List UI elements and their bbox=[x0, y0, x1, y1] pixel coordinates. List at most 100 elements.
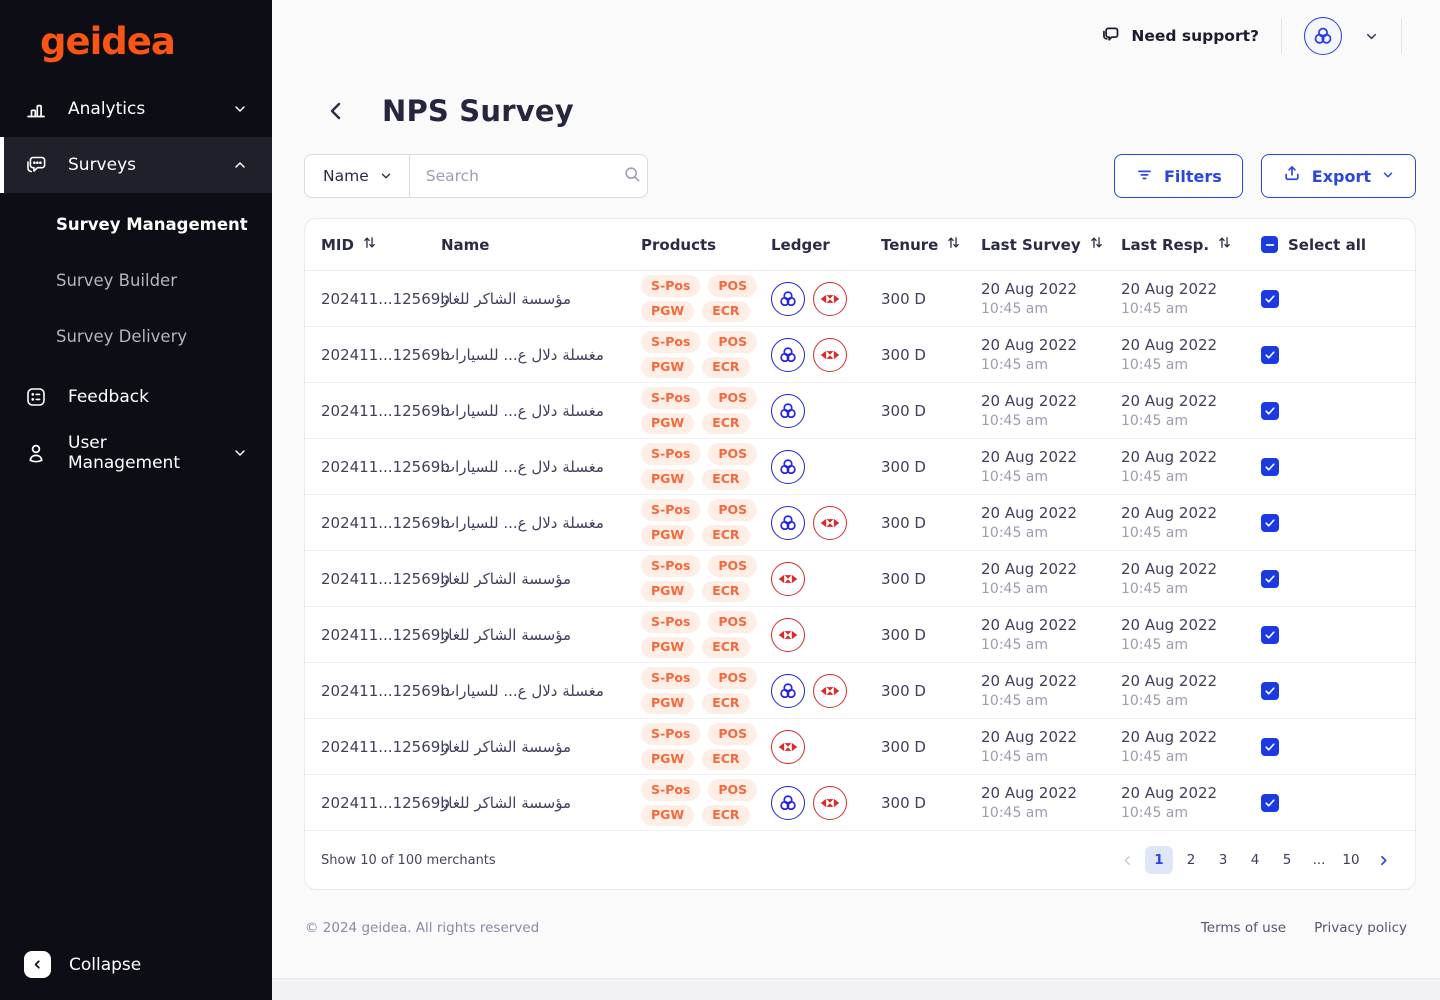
merchant-ledger bbox=[771, 505, 881, 540]
sidebar-item-analytics[interactable]: Analytics bbox=[0, 81, 272, 137]
last-resp-cell: 20 Aug 2022 10:45 am bbox=[1121, 504, 1218, 541]
select-all-checkbox[interactable] bbox=[1261, 236, 1278, 253]
merchant-mid: 202411...12569b bbox=[321, 345, 450, 364]
chevron-left-icon bbox=[24, 951, 51, 978]
product-tag: ECR bbox=[702, 804, 750, 826]
account-avatar[interactable] bbox=[1304, 17, 1342, 55]
table-row[interactable]: 202411...12569b مؤسسة الشاكر للغاز S-Pos… bbox=[305, 607, 1415, 663]
chevron-down-icon bbox=[232, 101, 248, 117]
row-checkbox[interactable] bbox=[1261, 457, 1279, 476]
row-checkbox[interactable] bbox=[1261, 681, 1279, 700]
search-field-value: Name bbox=[323, 167, 369, 185]
checklist-icon bbox=[24, 385, 48, 409]
row-checkbox[interactable] bbox=[1261, 401, 1279, 420]
search-combo: Name bbox=[304, 154, 648, 198]
last-resp-cell: 20 Aug 2022 10:45 am bbox=[1121, 784, 1218, 821]
page-button-4[interactable]: 4 bbox=[1250, 852, 1260, 868]
product-tag: PGW bbox=[641, 356, 695, 378]
sidebar-item-surveys[interactable]: Surveys bbox=[0, 136, 272, 193]
row-checkbox[interactable] bbox=[1261, 793, 1279, 812]
sidebar-item-survey-builder[interactable]: Survey Builder bbox=[56, 271, 177, 291]
export-button[interactable]: Export bbox=[1260, 154, 1416, 198]
row-checkbox[interactable] bbox=[1261, 345, 1279, 364]
sort-icon bbox=[362, 235, 377, 254]
column-header-last-survey[interactable]: Last Survey bbox=[981, 235, 1121, 254]
page-button-2[interactable]: 2 bbox=[1186, 852, 1196, 868]
merchant-mid: 202411...12569b bbox=[321, 793, 450, 812]
product-tag: ECR bbox=[702, 468, 750, 490]
need-support-link[interactable]: Need support? bbox=[1100, 24, 1259, 49]
sidebar-item-survey-delivery[interactable]: Survey Delivery bbox=[56, 327, 188, 347]
next-page-button[interactable] bbox=[1369, 846, 1397, 874]
support-label: Need support? bbox=[1131, 27, 1259, 45]
row-checkbox[interactable] bbox=[1261, 513, 1279, 532]
search-field-selector[interactable]: Name bbox=[305, 155, 410, 197]
row-select-cell bbox=[1261, 401, 1399, 420]
hsbc-ledger-icon bbox=[771, 561, 805, 596]
sidebar-item-user-management[interactable]: User Management bbox=[0, 425, 272, 481]
table-row[interactable]: 202411...12569b مغسلة دلال ع... للسيارات… bbox=[305, 663, 1415, 719]
last-survey-cell: 20 Aug 2022 10:45 am bbox=[981, 616, 1078, 653]
product-tag: S-Pos bbox=[641, 275, 701, 297]
back-button[interactable] bbox=[324, 99, 348, 123]
merchants-table: MID Name Products Ledger Tenure Last Sur… bbox=[304, 218, 1416, 890]
table-row[interactable]: 202411...12569b مغسلة دلال ع... للسيارات… bbox=[305, 439, 1415, 495]
privacy-policy-link[interactable]: Privacy policy bbox=[1314, 920, 1407, 936]
table-row[interactable]: 202411...12569b مؤسسة الشاكر للغاز S-Pos… bbox=[305, 271, 1415, 327]
page-button-5[interactable]: 5 bbox=[1282, 852, 1292, 868]
merchant-name: مؤسسة الشاكر للغاز bbox=[441, 737, 572, 756]
merchant-tenure: 300 D bbox=[881, 513, 926, 532]
page-title: NPS Survey bbox=[382, 94, 574, 128]
sidebar-item-feedback[interactable]: Feedback bbox=[0, 369, 272, 425]
product-tag: PGW bbox=[641, 804, 695, 826]
bar-chart-icon bbox=[24, 97, 48, 121]
product-tag: PGW bbox=[641, 412, 695, 434]
last-survey-cell: 20 Aug 2022 10:45 am bbox=[981, 280, 1078, 317]
title-row: NPS Survey bbox=[272, 94, 1440, 128]
table-row[interactable]: 202411...12569b مغسلة دلال ع... للسيارات… bbox=[305, 327, 1415, 383]
product-tag: ECR bbox=[702, 748, 750, 770]
sidebar-item-label: Analytics bbox=[68, 98, 146, 119]
collapse-sidebar-button[interactable]: Collapse bbox=[24, 951, 141, 978]
previous-page-button[interactable] bbox=[1113, 846, 1141, 874]
column-header-ledger: Ledger bbox=[771, 235, 830, 254]
merchant-name: مؤسسة الشاكر للغاز bbox=[441, 569, 572, 588]
row-checkbox[interactable] bbox=[1261, 289, 1279, 308]
merchant-products: S-Pos POS PGW ECR bbox=[641, 719, 766, 774]
page-button-3[interactable]: 3 bbox=[1218, 852, 1228, 868]
merchant-mid: 202411...12569b bbox=[321, 737, 450, 756]
last-survey-cell: 20 Aug 2022 10:45 am bbox=[981, 392, 1078, 429]
last-resp-cell: 20 Aug 2022 10:45 am bbox=[1121, 616, 1218, 653]
sidebar-item-survey-management[interactable]: Survey Management bbox=[56, 215, 248, 235]
table-row[interactable]: 202411...12569b مغسلة دلال ع... للسيارات… bbox=[305, 495, 1415, 551]
last-survey-cell: 20 Aug 2022 10:45 am bbox=[981, 784, 1078, 821]
column-header-tenure[interactable]: Tenure bbox=[881, 235, 981, 254]
column-header-last-resp[interactable]: Last Resp. bbox=[1121, 235, 1261, 254]
row-checkbox[interactable] bbox=[1261, 569, 1279, 588]
column-header-mid[interactable]: MID bbox=[321, 235, 441, 254]
search-icon[interactable] bbox=[622, 164, 642, 188]
table-row[interactable]: 202411...12569b مؤسسة الشاكر للغاز S-Pos… bbox=[305, 775, 1415, 831]
search-input[interactable] bbox=[425, 167, 622, 185]
filters-button[interactable]: Filters bbox=[1113, 154, 1243, 198]
table-row[interactable]: 202411...12569b مؤسسة الشاكر للغاز S-Pos… bbox=[305, 551, 1415, 607]
table-row[interactable]: 202411...12569b مؤسسة الشاكر للغاز S-Pos… bbox=[305, 719, 1415, 775]
row-checkbox[interactable] bbox=[1261, 737, 1279, 756]
pagination: Show 10 of 100 merchants 1 2 3 4 5... 10 bbox=[305, 831, 1415, 889]
page-button-1[interactable]: 1 bbox=[1145, 846, 1173, 874]
product-tag: PGW bbox=[641, 468, 695, 490]
table-row[interactable]: 202411...12569b مغسلة دلال ع... للسيارات… bbox=[305, 383, 1415, 439]
product-tag: ECR bbox=[702, 580, 750, 602]
merchant-mid: 202411...12569b bbox=[321, 681, 450, 700]
row-select-cell bbox=[1261, 681, 1399, 700]
merchant-ledger bbox=[771, 337, 881, 372]
row-checkbox[interactable] bbox=[1261, 625, 1279, 644]
divider bbox=[1401, 19, 1402, 53]
product-tag: S-Pos bbox=[641, 723, 701, 745]
terms-of-use-link[interactable]: Terms of use bbox=[1200, 920, 1287, 936]
merchant-mid: 202411...12569b bbox=[321, 513, 450, 532]
page-button-10[interactable]: 10 bbox=[1342, 852, 1360, 868]
account-menu-chevron-icon[interactable] bbox=[1364, 29, 1379, 44]
merchant-products: S-Pos POS PGW ECR bbox=[641, 607, 766, 662]
column-header-name[interactable]: Name bbox=[441, 235, 490, 254]
